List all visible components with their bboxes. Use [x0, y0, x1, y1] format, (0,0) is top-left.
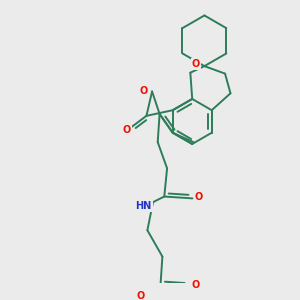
Text: O: O: [191, 280, 200, 290]
Text: O: O: [140, 86, 148, 97]
Text: O: O: [195, 191, 203, 202]
Text: O: O: [137, 291, 145, 300]
Text: HN: HN: [136, 201, 152, 211]
Text: O: O: [123, 125, 131, 135]
Text: O: O: [192, 59, 200, 69]
